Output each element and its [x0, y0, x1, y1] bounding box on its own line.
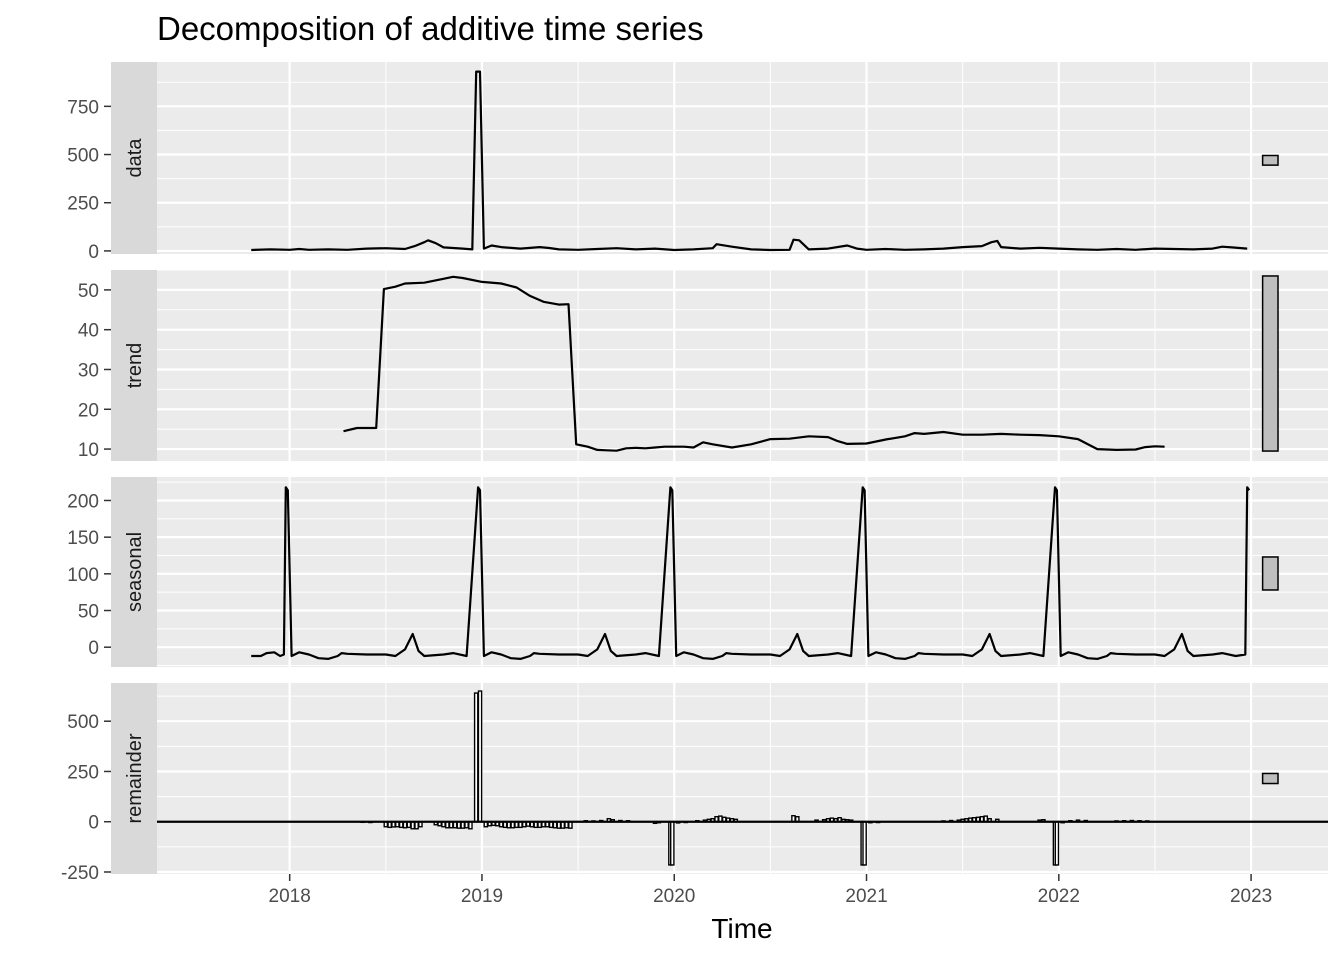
- x-tick-label: 2020: [653, 886, 695, 907]
- y-tick-label: 500: [67, 712, 99, 733]
- x-tick-label: 2023: [1230, 886, 1272, 907]
- remainder-bar: [473, 692, 479, 823]
- x-tick-label: 2021: [845, 886, 887, 907]
- strip-label: remainder: [124, 733, 146, 823]
- chart-title: Decomposition of additive time series: [157, 10, 704, 47]
- y-tick-label: 750: [67, 97, 99, 118]
- y-tick-label: 250: [67, 762, 99, 783]
- y-tick-label: 30: [78, 360, 99, 381]
- strip-label: seasonal: [124, 532, 146, 612]
- y-tick-label: 0: [88, 242, 99, 263]
- series-seasonal-group: [251, 486, 1251, 660]
- series-data-group: [251, 70, 1248, 252]
- strip-label: data: [124, 138, 146, 178]
- remainder-bar: [862, 821, 867, 866]
- strip-remainder: [111, 683, 157, 874]
- panel-background: [157, 62, 1328, 254]
- y-tick-label: -250: [61, 863, 99, 884]
- panel-data: 0 250 500 750 data: [67, 62, 1328, 263]
- remainder-bar: [477, 690, 483, 823]
- strip-data: [111, 62, 157, 254]
- y-tick-label: 50: [78, 281, 99, 302]
- panel-trend: 10 20 30 40 50 trend: [78, 269, 1328, 461]
- series-line-data: [251, 70, 1248, 252]
- series-line-trend: [343, 275, 1165, 452]
- remainder-bar: [670, 821, 675, 866]
- x-tick-label: 2022: [1038, 886, 1080, 907]
- range-bar-remainder: [1261, 772, 1279, 785]
- strip-seasonal: [111, 477, 157, 667]
- series-trend-group: [343, 275, 1165, 452]
- x-tick-label: 2019: [461, 886, 503, 907]
- range-bar-seasonal: [1261, 556, 1279, 591]
- y-tick-label: 50: [78, 602, 99, 623]
- y-tick-label: 0: [88, 813, 99, 834]
- panel-background: [157, 683, 1328, 874]
- y-tick-label: 100: [67, 565, 99, 586]
- range-bar-data: [1261, 154, 1279, 166]
- y-tick-label: 500: [67, 146, 99, 167]
- panel-background: [157, 477, 1328, 667]
- panel-seasonal: 0 50 100 150 200 seasonal: [67, 477, 1328, 667]
- y-tick-label: 40: [78, 321, 99, 342]
- series-line-seasonal: [251, 486, 1251, 660]
- x-axis-title: Time: [711, 913, 772, 944]
- panel-remainder: -250 0 250 500 remainder: [61, 683, 1328, 884]
- y-tick-label: 250: [67, 194, 99, 215]
- y-tick-label: 150: [67, 528, 99, 549]
- y-tick-label: 10: [78, 440, 99, 461]
- panel-background: [157, 270, 1328, 461]
- remainder-bar: [1054, 821, 1060, 866]
- y-tick-label: 0: [88, 638, 99, 659]
- series-remainder-group: [157, 690, 1328, 866]
- strip-trend: [111, 270, 157, 461]
- x-tick-label: 2018: [269, 886, 311, 907]
- y-tick-label: 200: [67, 491, 99, 512]
- strip-label: trend: [124, 343, 146, 389]
- y-tick-label: 20: [78, 400, 99, 421]
- range-bar-trend: [1261, 275, 1279, 452]
